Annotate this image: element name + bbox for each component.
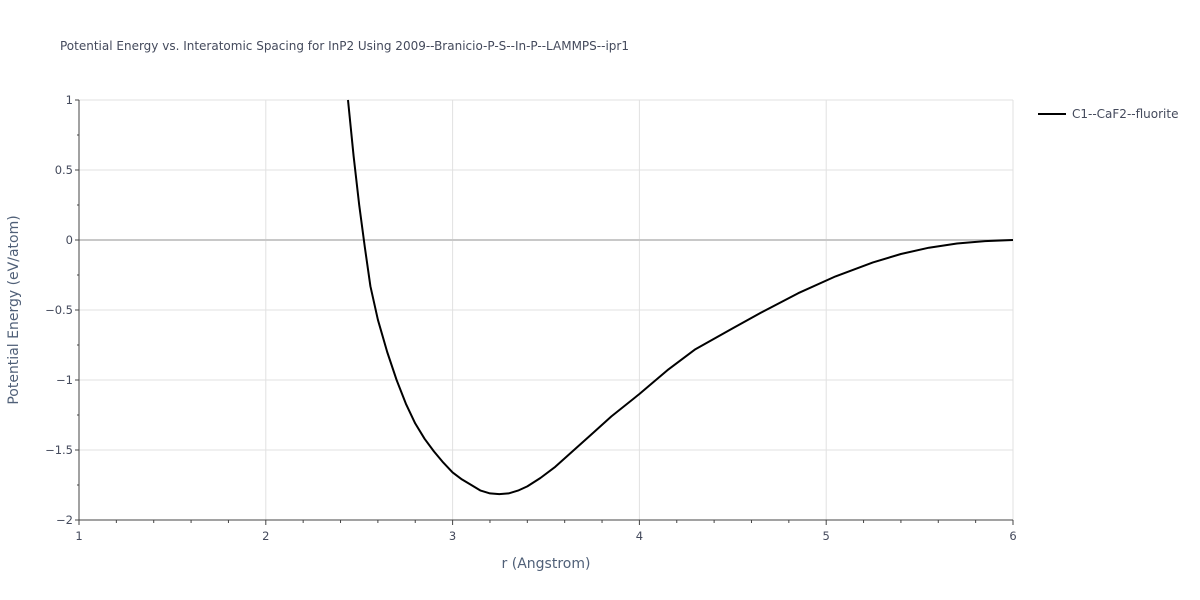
y-tick-label: 1 [66,93,73,107]
x-tick-label: 3 [449,529,456,543]
y-axis-ticks: 1 0.5 0 −0.5 −1 −1.5 −2 [45,93,73,527]
x-axis-title: r (Angstrom) [502,556,591,572]
x-tick-label: 6 [1009,529,1016,543]
legend[interactable]: C1--CaF2--fluorite [1038,107,1178,121]
x-tick-label: 1 [75,529,82,543]
x-tick-label: 4 [636,529,643,543]
chart-title: Potential Energy vs. Interatomic Spacing… [60,39,629,53]
axes [75,99,1014,525]
x-axis-ticks: 1 2 3 4 5 6 [75,529,1016,543]
legend-entry: C1--CaF2--fluorite [1072,107,1178,121]
grid-lines [79,99,1014,520]
y-axis-title: Potential Energy (eV/atom) [6,215,22,404]
series-group [347,99,1014,496]
y-tick-label: 0.5 [55,163,73,177]
x-tick-label: 2 [262,529,269,543]
x-tick-label: 5 [823,529,830,543]
y-tick-label: −1 [56,373,73,387]
series-line-0 [347,99,1014,496]
y-tick-label: −2 [56,513,73,527]
y-tick-label: −0.5 [45,303,73,317]
y-tick-label: −1.5 [45,443,73,457]
y-tick-label: 0 [66,233,73,247]
